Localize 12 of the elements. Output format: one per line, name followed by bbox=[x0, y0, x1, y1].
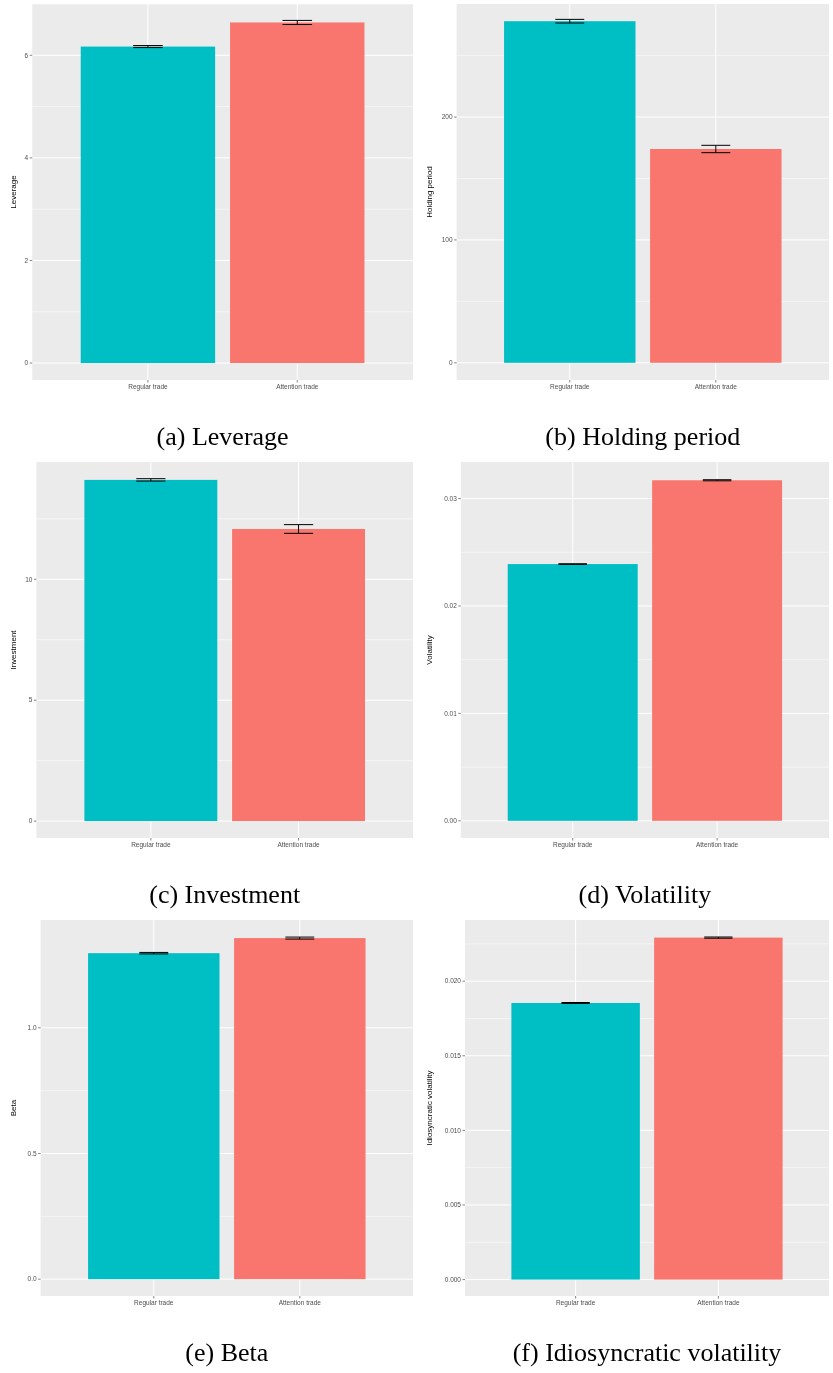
text: (d) Volatility bbox=[578, 880, 712, 909]
text: (c) Investment bbox=[149, 880, 301, 909]
y-axis-title: Idiosyncratic volatility bbox=[425, 1070, 434, 1146]
text: (b) Holding period bbox=[545, 422, 741, 451]
text: (f) Idiosyncratic volatility bbox=[512, 1338, 782, 1367]
text: (e) Beta bbox=[185, 1338, 269, 1367]
y-axis-title: Volatility bbox=[425, 635, 434, 665]
y-axis-title: Beta bbox=[9, 1099, 18, 1117]
y-axis-title: Holding period bbox=[425, 166, 434, 218]
y-axis-title: Leverage bbox=[9, 174, 18, 209]
text: (a) Leverage bbox=[156, 422, 289, 451]
y-axis-title: Investment bbox=[9, 629, 18, 670]
